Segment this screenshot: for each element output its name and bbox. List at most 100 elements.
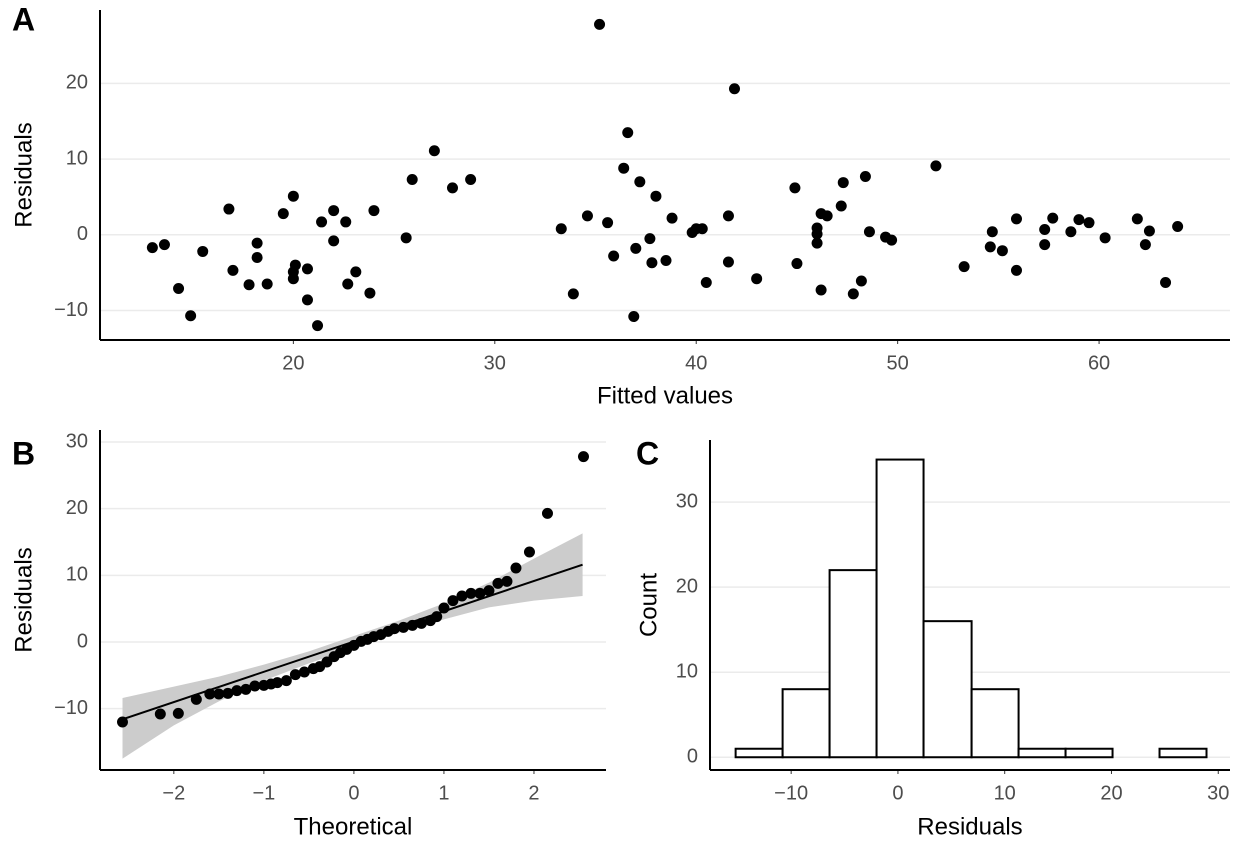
point xyxy=(289,669,301,681)
point xyxy=(751,273,763,285)
y-axis-title: Residuals xyxy=(10,122,37,227)
point xyxy=(483,585,495,597)
y-tick-label: −10 xyxy=(54,697,88,719)
point xyxy=(984,241,996,253)
y-tick-label: 0 xyxy=(687,746,698,768)
point xyxy=(415,617,427,629)
point xyxy=(400,232,412,244)
point xyxy=(301,294,313,306)
point xyxy=(847,288,859,300)
point xyxy=(835,200,847,212)
point xyxy=(289,259,301,271)
point xyxy=(251,252,263,263)
point xyxy=(1010,264,1022,276)
point xyxy=(1143,225,1155,237)
point xyxy=(204,688,216,700)
point xyxy=(886,234,898,246)
point xyxy=(388,623,400,635)
point xyxy=(251,237,263,249)
point xyxy=(465,587,477,599)
point xyxy=(1039,223,1051,235)
y-tick-label: 30 xyxy=(676,490,698,512)
y-tick-label: 10 xyxy=(66,147,88,169)
histogram-bar xyxy=(922,620,973,759)
point xyxy=(368,205,380,217)
y-axis-title: Count xyxy=(635,573,662,637)
point xyxy=(173,283,185,295)
histogram-bar xyxy=(828,569,878,759)
point xyxy=(223,203,235,215)
point xyxy=(271,677,283,689)
point xyxy=(594,18,606,30)
point xyxy=(630,242,642,254)
point xyxy=(1160,276,1172,288)
y-tick-label: 30 xyxy=(66,430,88,452)
panel-label: A xyxy=(12,1,35,37)
histogram-bar xyxy=(970,688,1020,759)
point xyxy=(1139,239,1151,251)
histogram-bar xyxy=(734,747,784,759)
point xyxy=(618,162,630,174)
point xyxy=(431,611,443,623)
point xyxy=(577,451,589,463)
x-tick-label: 0 xyxy=(892,782,903,804)
point xyxy=(811,222,823,234)
x-tick-label: 20 xyxy=(282,352,304,374)
point xyxy=(474,587,486,599)
point xyxy=(117,716,129,728)
point xyxy=(231,685,243,697)
point xyxy=(465,174,477,186)
point xyxy=(996,245,1008,257)
point xyxy=(1131,213,1143,225)
point xyxy=(958,261,970,273)
point xyxy=(1073,214,1085,226)
point xyxy=(249,680,261,692)
point xyxy=(722,210,734,222)
point xyxy=(608,250,620,262)
point xyxy=(190,693,202,705)
x-tick-label: 10 xyxy=(994,782,1016,804)
point xyxy=(316,216,328,228)
point xyxy=(634,176,646,188)
point xyxy=(340,216,352,228)
point xyxy=(446,182,458,194)
x-tick-label: 2 xyxy=(528,782,539,804)
point xyxy=(406,619,418,631)
point xyxy=(428,145,440,157)
point xyxy=(789,182,801,194)
point xyxy=(930,160,942,172)
point xyxy=(158,239,170,251)
y-tick-label: 20 xyxy=(66,497,88,519)
point xyxy=(555,223,567,235)
point xyxy=(567,288,579,300)
point xyxy=(791,258,803,270)
x-tick-label: 1 xyxy=(438,782,449,804)
x-tick-label: 60 xyxy=(1088,352,1110,374)
point xyxy=(660,255,672,267)
point xyxy=(301,263,313,275)
point xyxy=(1065,226,1077,238)
histogram-bar xyxy=(1017,747,1067,759)
point xyxy=(342,278,354,290)
point xyxy=(602,217,614,229)
point xyxy=(456,590,468,602)
x-tick-label: 40 xyxy=(685,352,707,374)
point xyxy=(728,83,740,95)
point xyxy=(510,562,522,574)
x-tick-label: 50 xyxy=(887,352,909,374)
y-axis-title: Residuals xyxy=(10,547,37,652)
point xyxy=(447,595,459,607)
point xyxy=(280,675,292,687)
x-tick-label: 20 xyxy=(1100,782,1122,804)
point xyxy=(622,127,634,139)
point xyxy=(855,275,867,287)
point xyxy=(185,310,197,322)
point xyxy=(821,210,833,222)
point xyxy=(650,190,662,202)
point xyxy=(243,279,255,291)
point xyxy=(350,266,362,278)
histogram-bar xyxy=(1064,747,1114,759)
x-tick-label: 30 xyxy=(484,352,506,374)
